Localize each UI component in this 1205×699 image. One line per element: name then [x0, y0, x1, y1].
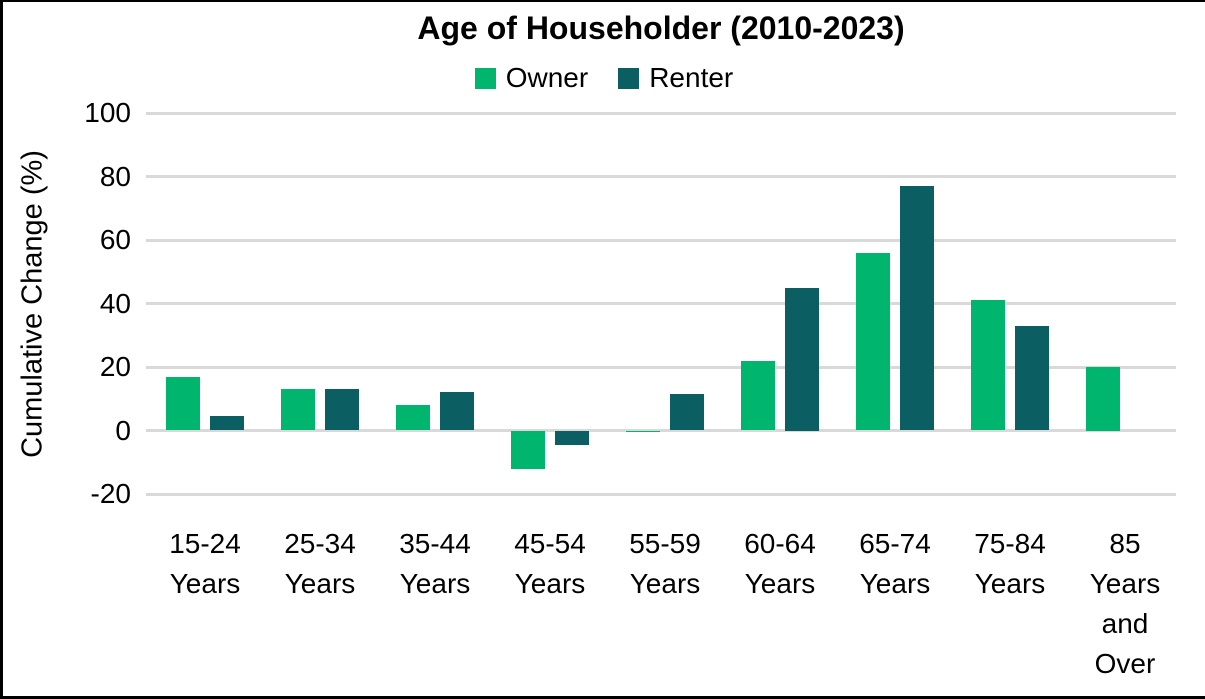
bar-owner-65-74-years	[856, 252, 890, 431]
plot-area: 100 80 60 40 20 0 -20 15-24 Years 25-34 Years 35-44…	[84, 97, 1176, 679]
x-axis-label-75-84-years: 75-84 Years	[950, 524, 1070, 604]
x-axis-label-line: 55-59	[629, 528, 701, 559]
x-axis-label-line: Years	[399, 568, 471, 599]
x-axis-label-60-64-years: 60-64 Years	[720, 524, 840, 604]
x-axis-label-line: and	[1101, 608, 1149, 639]
x-axis-label-line: Years	[169, 568, 241, 599]
y-tick-label: 60	[99, 224, 131, 255]
bar-renter-55-59-years	[670, 393, 704, 431]
x-axis-label-line: Years	[284, 568, 356, 599]
x-axis-label-line: Years	[1089, 568, 1161, 599]
x-axis-label-45-54-years: 45-54 Years	[490, 524, 610, 604]
x-axis-label-line: Years	[744, 568, 816, 599]
x-axis-label-line: 15-24	[169, 528, 241, 559]
x-axis-label-line: 65-74	[859, 528, 931, 559]
bar-renter-45-54-years	[555, 430, 589, 445]
y-tick-label: 100	[84, 97, 131, 128]
gridline-40	[146, 302, 1176, 305]
y-tick-label: 80	[99, 160, 131, 192]
legend-entry-renter: Renter	[618, 62, 733, 94]
bar-owner-55-59-years	[626, 430, 660, 433]
x-axis-label-35-44-years: 35-44 Years	[375, 524, 495, 604]
gridline-0	[146, 429, 1176, 432]
bar-renter-15-24-years	[210, 416, 244, 431]
x-axis-label-15-24-years: 15-24 Years	[145, 524, 265, 604]
y-tick-label: 20	[99, 351, 131, 382]
x-axis-label-85-years-and-over: 85 Years and Over	[1065, 524, 1185, 684]
x-axis-label-line: Over	[1094, 648, 1156, 679]
legend-label: Renter	[649, 62, 734, 93]
x-axis-label-line: 60-64	[744, 528, 816, 559]
x-axis-label-line: 75-84	[974, 528, 1046, 559]
bar-renter-65-74-years	[900, 186, 934, 431]
bar-renter-75-84-years	[1015, 325, 1049, 431]
y-tick-label: 0	[115, 414, 131, 446]
gridline-60	[146, 238, 1176, 242]
legend-label: Owner	[505, 62, 589, 93]
bar-owner-35-44-years	[396, 405, 430, 431]
gridline--20	[146, 492, 1176, 496]
gridline-100	[146, 111, 1176, 115]
x-axis-label-line: Years	[859, 568, 931, 599]
bar-owner-45-54-years	[511, 430, 545, 469]
bar-owner-15-24-years	[166, 376, 200, 431]
y-tick-label: -20	[90, 478, 131, 509]
bar-owner-25-34-years	[281, 389, 315, 431]
x-axis-label-25-34-years: 25-34 Years	[260, 524, 380, 604]
bar-renter-35-44-years	[440, 392, 474, 431]
gridline-20	[146, 365, 1176, 369]
x-axis-label-65-74-years: 65-74 Years	[835, 524, 955, 604]
y-tick-label: 40	[99, 287, 131, 319]
legend-swatch-icon	[474, 67, 496, 89]
x-axis-label-line: Years	[514, 568, 586, 599]
x-axis-label-line: 45-54	[514, 528, 586, 559]
bar-renter-25-34-years	[325, 389, 359, 431]
legend-entry-owner: Owner	[474, 62, 589, 94]
x-axis-label-line: 25-34	[284, 528, 356, 559]
chart-title: Age of Householder (2010-2023)	[417, 10, 905, 46]
x-axis-label-55-59-years: 55-59 Years	[605, 524, 725, 604]
bar-owner-85-years-and-over	[1086, 367, 1120, 431]
bar-renter-60-64-years	[785, 287, 819, 431]
x-axis-label-line: 85	[1109, 528, 1141, 559]
legend-swatch-icon	[618, 67, 640, 89]
x-axis-label-line: 35-44	[399, 528, 471, 559]
legend: Owner Renter	[3, 62, 1205, 94]
bar-owner-75-84-years	[971, 300, 1005, 431]
bar-owner-60-64-years	[741, 360, 775, 431]
x-axis-label-line: Years	[974, 568, 1046, 599]
x-axis-label-line: Years	[629, 568, 701, 599]
gridline-80	[146, 175, 1176, 178]
